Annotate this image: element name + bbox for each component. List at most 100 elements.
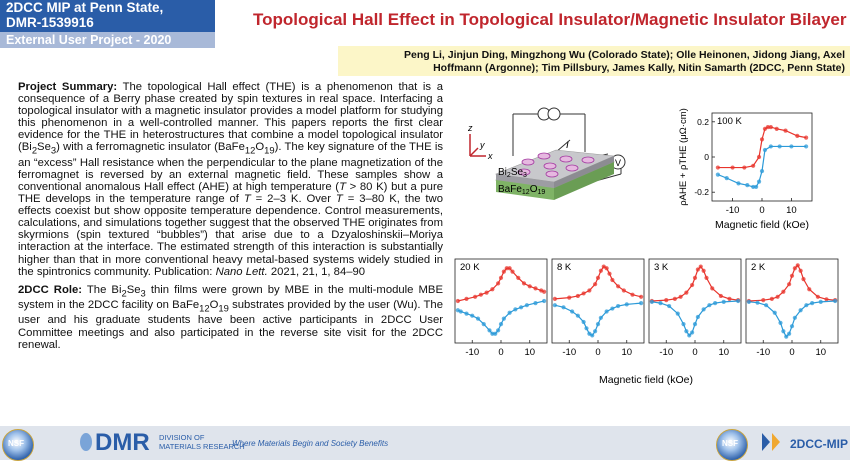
data-point	[772, 310, 777, 315]
data-point	[542, 298, 547, 304]
data-point	[698, 264, 703, 269]
data-point	[761, 298, 766, 303]
data-point	[675, 311, 680, 316]
data-point	[507, 266, 512, 271]
data-point	[784, 334, 789, 339]
data-point	[715, 165, 720, 170]
data-point	[777, 144, 782, 149]
x-tick-label: -10	[659, 347, 673, 358]
role-text: The Bi	[82, 283, 122, 296]
data-point	[584, 326, 589, 331]
subscript: 2	[121, 287, 127, 298]
data-point	[498, 275, 504, 280]
data-point	[604, 266, 609, 271]
nsf-logo-text-right: NSF	[722, 439, 738, 448]
data-point	[496, 328, 501, 333]
data-point	[768, 144, 773, 149]
program-name: 2DCC MIP at Penn State,	[6, 0, 164, 15]
data-point	[672, 296, 677, 301]
data-point	[490, 331, 495, 336]
data-point	[678, 294, 683, 299]
x-axis-label: Magnetic field (kOe)	[715, 219, 809, 231]
data-point	[690, 282, 695, 288]
data-point	[458, 309, 463, 314]
data-point	[787, 331, 792, 336]
x-tick-label: 0	[759, 205, 764, 216]
x-tick-label: -10	[756, 347, 770, 358]
data-point	[593, 282, 598, 287]
data-point	[755, 300, 760, 305]
role-text: substrates provided by the user (Wu). Th…	[18, 299, 443, 351]
summary-label: Project Summary:	[18, 81, 118, 93]
summary-text: O	[255, 141, 265, 154]
data-point	[616, 284, 621, 289]
role-label: 2DCC Role:	[18, 283, 83, 296]
data-point	[759, 168, 765, 174]
data-point	[527, 284, 532, 289]
data-point	[621, 288, 626, 293]
role-text: Se	[126, 283, 141, 296]
award-number: DMR-1539916	[6, 15, 94, 30]
mip-logo-text: 2DCC-MIP	[790, 437, 849, 451]
data-point	[570, 309, 575, 314]
data-point	[824, 297, 829, 302]
x-tick-label: -10	[726, 205, 740, 216]
subscript: 19	[264, 144, 275, 156]
data-point	[742, 165, 747, 170]
data-point	[707, 303, 712, 308]
data-point	[751, 163, 756, 168]
project-type: External User Project - 2020	[6, 33, 172, 47]
header-band: 2DCC MIP at Penn State, DMR-1539916 Exte…	[0, 0, 215, 48]
subscript: 12	[244, 144, 256, 156]
data-point	[516, 275, 521, 280]
data-point	[787, 282, 792, 287]
x-tick-label: -10	[465, 347, 479, 358]
italic-symbol: T	[243, 193, 251, 206]
data-point	[792, 315, 797, 320]
data-point	[664, 298, 669, 303]
authors-line-2: Hoffmann (Argonne); Tim Pillsbury, James…	[433, 61, 845, 74]
series-line	[554, 302, 642, 337]
data-point	[804, 135, 809, 140]
plot-frame	[711, 112, 813, 202]
data-point	[521, 281, 527, 286]
header-band-bottom	[0, 32, 215, 48]
data-point	[542, 289, 547, 294]
data-point	[604, 309, 609, 314]
data-point	[727, 296, 732, 301]
data-point	[684, 329, 689, 334]
data-point	[519, 305, 524, 310]
data-point	[701, 268, 706, 273]
data-point	[610, 306, 615, 311]
data-point	[658, 301, 663, 306]
footer: NSF DMR DIVISION OF MATERIALS RESEARCH Wh…	[0, 426, 850, 461]
data-point	[484, 290, 489, 295]
x-tick-label: 10	[718, 347, 729, 358]
chart-panel: -10 0 10 20 K	[454, 258, 548, 358]
summary-text: ) with a ferromagnetic insulator (BaFe	[56, 141, 245, 154]
data-point	[639, 294, 644, 299]
data-point	[575, 313, 580, 318]
data-point	[590, 333, 595, 338]
data-point	[818, 299, 823, 304]
dmr-logo: DMR	[95, 429, 150, 456]
x-tick-label: 0	[595, 347, 600, 358]
publication-ref: 2021, 21, 1, 84–90	[267, 265, 366, 278]
chart-panel: -10 0 10 8 K	[551, 258, 645, 358]
y-tick-label: -0.2	[694, 187, 709, 197]
data-point	[607, 271, 612, 276]
data-point	[759, 137, 765, 142]
data-point	[769, 296, 774, 301]
data-point	[781, 289, 786, 294]
data-point	[781, 329, 786, 334]
subscript: 3	[50, 144, 57, 156]
data-point	[598, 268, 603, 273]
chart-panel: -10 0 10 -0.2 0 0.2 100 K Magnetic field (kOe) ρ…	[678, 108, 813, 231]
page-title: Topological Hall Effect in Topological I…	[253, 10, 847, 29]
data-point	[798, 268, 803, 273]
data-point	[745, 183, 750, 188]
data-point	[756, 179, 762, 184]
data-point	[736, 298, 741, 304]
data-point	[513, 307, 518, 312]
data-point	[504, 266, 509, 271]
